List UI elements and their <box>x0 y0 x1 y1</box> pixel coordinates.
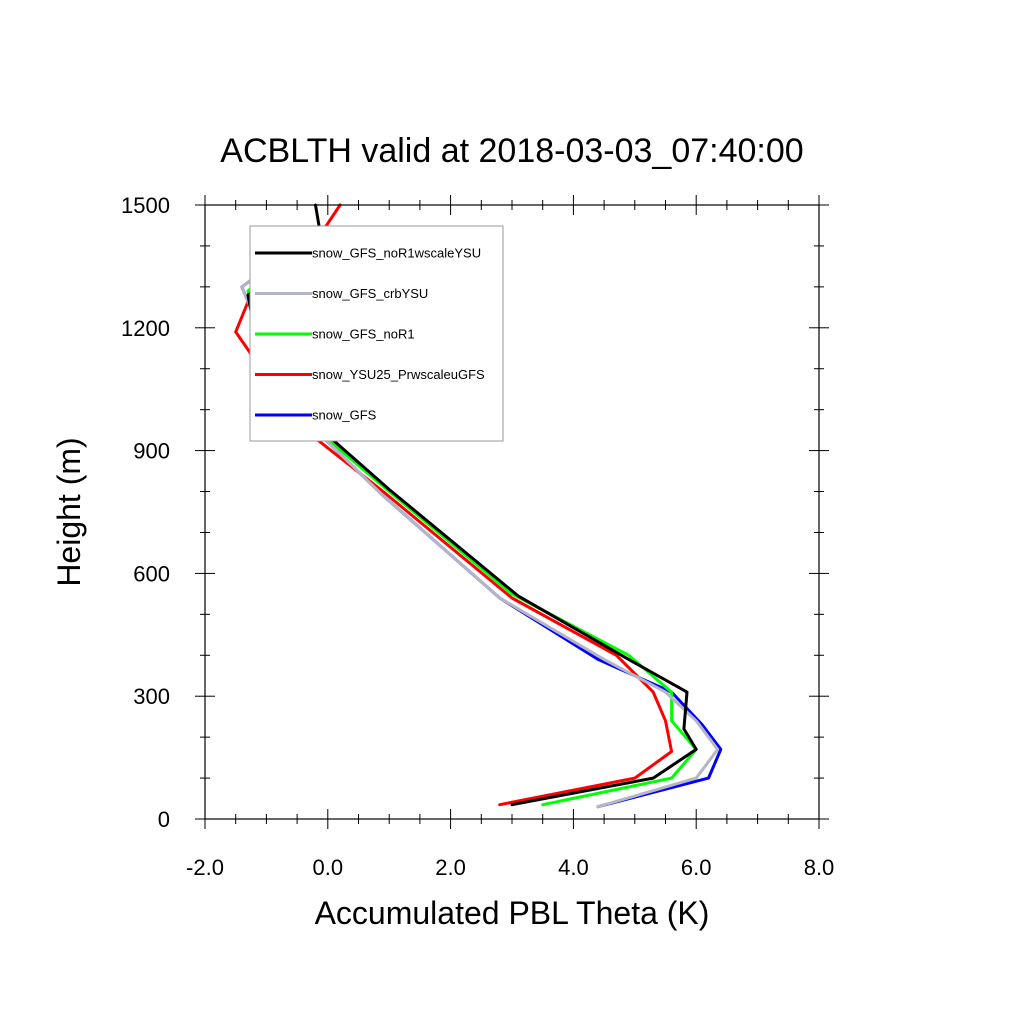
legend-label-snow_GFS_crbYSU: snow_GFS_crbYSU <box>312 286 428 301</box>
x-tick-label: 0.0 <box>313 855 344 880</box>
x-tick-label: 6.0 <box>681 855 712 880</box>
x-tick-label: 2.0 <box>435 855 466 880</box>
legend-label-snow_YSU25_PrwscaleuGFS: snow_YSU25_PrwscaleuGFS <box>312 367 485 382</box>
y-tick-label: 300 <box>133 684 170 709</box>
legend-label-snow_GFS_noR1: snow_GFS_noR1 <box>312 327 415 342</box>
ticks-layer: -2.0 0.0 2.0 4.0 6.0 8.0 0 300 600 900 1200 1500 <box>121 193 834 880</box>
y-axis-label: Height (m) <box>51 437 87 586</box>
y-tick-label: 600 <box>133 561 170 586</box>
x-tick-label: -2.0 <box>186 855 224 880</box>
x-tick-label: 8.0 <box>804 855 835 880</box>
y-tick-label: 1500 <box>121 193 170 218</box>
y-tick-label: 0 <box>158 807 170 832</box>
legend-label-snow_GFS_noR1wscaleYSU: snow_GFS_noR1wscaleYSU <box>312 246 481 261</box>
y-tick-label: 900 <box>133 439 170 464</box>
chart-title: ACBLTH valid at 2018-03-03_07:40:00 <box>220 132 803 170</box>
legend-label-snow_GFS: snow_GFS <box>312 408 377 423</box>
y-tick-label: 1200 <box>121 316 170 341</box>
x-axis-label: Accumulated PBL Theta (K) <box>315 895 710 931</box>
x-tick-label: 4.0 <box>558 855 589 880</box>
legend: snow_GFS_noR1wscaleYSU snow_GFS_crbYSUsno… <box>249 225 504 442</box>
